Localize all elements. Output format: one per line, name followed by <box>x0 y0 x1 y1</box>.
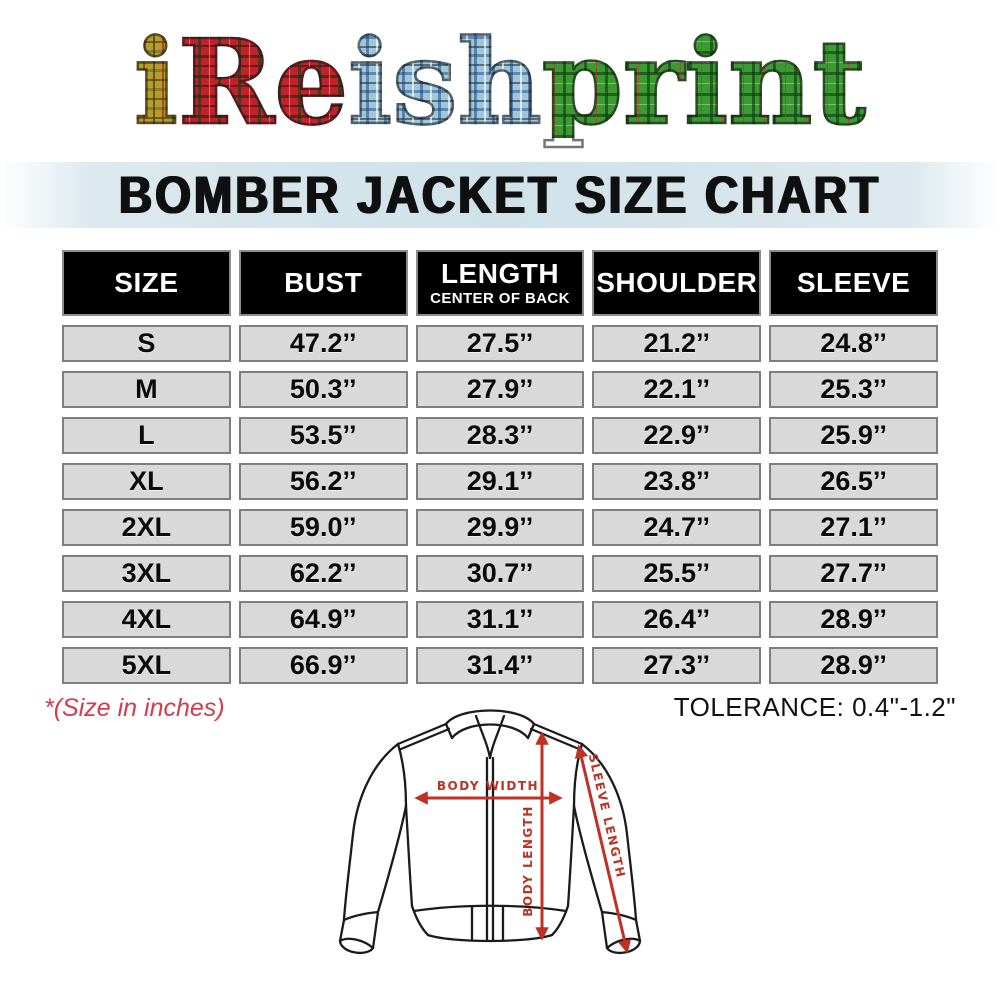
size-cell: L <box>62 417 231 454</box>
measurement-cell: 64.9’’ <box>238 601 408 638</box>
sleeve-length-arrow <box>574 744 632 954</box>
measurement-cell: 50.3’’ <box>238 371 408 408</box>
measurement-cell: 53.5’’ <box>238 417 408 454</box>
measurement-cell: 27.5’’ <box>415 325 585 362</box>
size-cell: M <box>62 371 231 408</box>
logo-segment-green: print <box>541 14 868 151</box>
measurement-cell: 27.7’’ <box>769 555 938 592</box>
col-header-bust: BUST <box>238 250 408 316</box>
col-header-shoulder: SHOULDER <box>592 250 762 316</box>
measurement-cell: 27.9’’ <box>415 371 585 408</box>
measurement-cell: 27.1’’ <box>769 509 938 546</box>
size-cell: 3XL <box>62 555 231 592</box>
size-cell: S <box>62 325 231 362</box>
measurement-cell: 24.8’’ <box>769 325 938 362</box>
measurement-cell: 29.9’’ <box>415 509 585 546</box>
measurement-cell: 25.5’’ <box>592 555 762 592</box>
measurement-cell: 59.0’’ <box>238 509 408 546</box>
measurement-cell: 66.9’’ <box>238 647 408 684</box>
page-title: BOMBER JACKET SIZE CHART <box>118 165 882 225</box>
col-header-sleeve: SLEEVE <box>769 250 938 316</box>
measurement-cell: 56.2’’ <box>238 463 408 500</box>
size-cell: 2XL <box>62 509 231 546</box>
col-header-length-main: LENGTH <box>440 257 560 289</box>
body-length-label: BODY LENGTH <box>521 805 535 917</box>
measurement-cell: 31.4’’ <box>415 647 585 684</box>
measurement-cell: 26.5’’ <box>769 463 938 500</box>
measurement-cell: 28.3’’ <box>415 417 585 454</box>
measurement-cell: 23.8’’ <box>592 463 762 500</box>
tolerance-note: TOLERANCE: 0.4"-1.2" <box>673 692 956 722</box>
size-in-inches-note: *(Size in inches) <box>44 694 225 722</box>
measurement-cell: 47.2’’ <box>238 325 408 362</box>
measurement-cell: 25.9’’ <box>769 417 938 454</box>
col-header-length-sub: CENTER OF BACK <box>430 290 570 308</box>
measurement-cell: 22.1’’ <box>592 371 762 408</box>
measurement-cell: 26.4’’ <box>592 601 762 638</box>
measurement-cell: 21.2’’ <box>592 325 762 362</box>
size-cell: XL <box>62 463 231 500</box>
measurement-cell: 24.7’’ <box>592 509 762 546</box>
col-header-length: LENGTH CENTER OF BACK <box>415 250 585 316</box>
size-table: SIZE BUST LENGTH CENTER OF BACK SHOULDER… <box>62 250 938 684</box>
jacket-outline <box>338 709 642 955</box>
logo-segment-red: Re <box>177 14 350 151</box>
measurement-cell: 30.7’’ <box>415 555 585 592</box>
notes-row: *(Size in inches) TOLERANCE: 0.4"-1.2" <box>44 692 956 722</box>
jacket-diagram-svg: BODY WIDTH BODY LENGTH SLEEVE LENGTH <box>338 709 642 955</box>
measurement-cell: 28.9’’ <box>769 647 938 684</box>
body-width-label: BODY WIDTH <box>437 779 539 793</box>
measurement-cell: 29.1’’ <box>415 463 585 500</box>
logo-segment-blue: ish <box>347 14 543 151</box>
title-band: BOMBER JACKET SIZE CHART <box>0 162 1000 228</box>
jacket-diagram: BODY WIDTH BODY LENGTH SLEEVE LENGTH <box>0 706 1000 986</box>
col-header-size: SIZE <box>62 250 231 316</box>
measurement-cell: 27.3’’ <box>592 647 762 684</box>
measurement-cell: 28.9’’ <box>769 601 938 638</box>
brand-logo: i Re ish print <box>0 0 1000 160</box>
measurement-cell: 31.1’’ <box>415 601 585 638</box>
size-cell: 5XL <box>62 647 231 684</box>
measurement-cell: 62.2’’ <box>238 555 408 592</box>
measurement-cell: 22.9’’ <box>592 417 762 454</box>
logo-segment-gold: i <box>133 14 180 151</box>
measurement-cell: 25.3’’ <box>769 371 938 408</box>
size-cell: 4XL <box>62 601 231 638</box>
